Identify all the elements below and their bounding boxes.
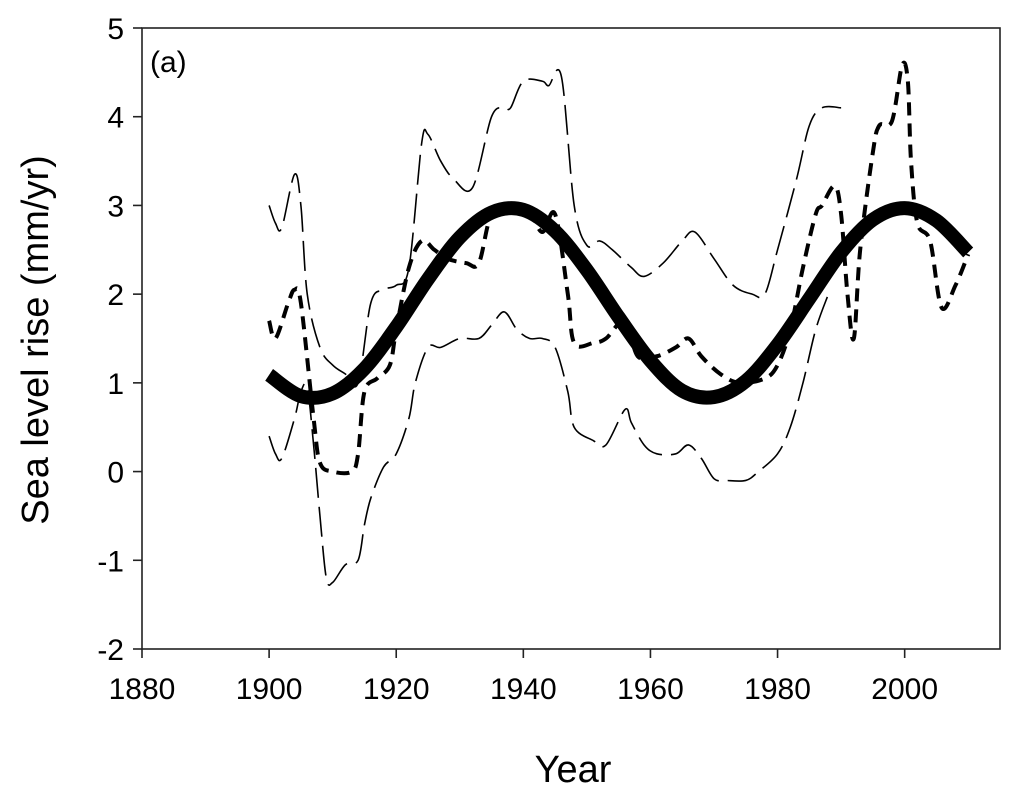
series-line-observed-rate	[267, 60, 971, 476]
plot-frame	[141, 27, 1001, 650]
panel-label: (a)	[150, 46, 187, 79]
series-line-sinusoidal-fit	[264, 201, 974, 405]
y-tick-label: -2	[97, 634, 124, 667]
y-axis: -2 -1 0 1 2 3 4 5	[97, 13, 142, 667]
y-tick-label: 0	[107, 457, 124, 490]
x-tick-label: 1920	[363, 673, 430, 706]
y-axis-title: Sea level rise (mm/yr)	[15, 155, 57, 525]
y-tick-label: 3	[107, 190, 124, 223]
y-tick-label: 1	[107, 368, 124, 401]
y-tick-label: 2	[107, 279, 124, 312]
series-line-upper-bound	[268, 68, 842, 388]
x-tick-label: 2000	[871, 673, 938, 706]
y-tick-label: -1	[97, 545, 124, 578]
x-axis: 1880 1900 1920 1940 1960 1980 2000	[109, 649, 938, 706]
x-axis-title: Year	[535, 749, 612, 791]
x-tick-label: 1960	[617, 673, 684, 706]
x-tick-label: 1980	[744, 673, 811, 706]
x-tick-label: 1880	[109, 673, 176, 706]
series-line-lower-bound	[268, 293, 830, 587]
y-tick-label: 4	[107, 102, 124, 135]
series-layer	[264, 60, 974, 587]
x-tick-label: 1900	[236, 673, 303, 706]
y-tick-label: 5	[107, 13, 124, 46]
x-tick-label: 1940	[490, 673, 557, 706]
